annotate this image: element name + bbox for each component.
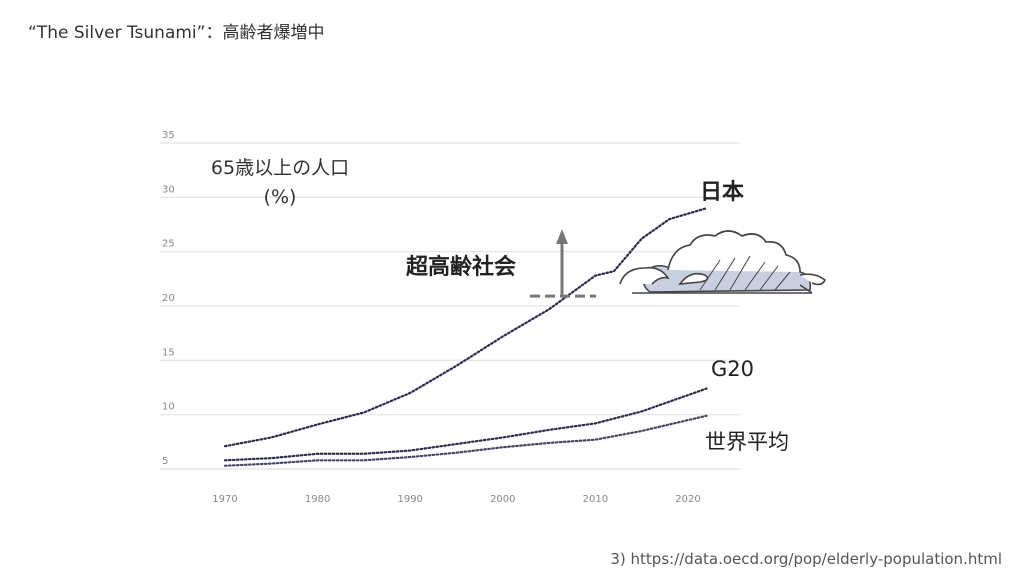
y-tick-label: 10 bbox=[162, 402, 175, 413]
series-line-2 bbox=[223, 414, 708, 467]
x-tick-label: 1990 bbox=[397, 494, 422, 505]
y-axis-unit: (%) bbox=[263, 186, 297, 208]
source-citation: 3) https://data.oecd.org/pop/elderly-pop… bbox=[610, 550, 1002, 568]
x-tick-label: 2010 bbox=[583, 494, 608, 505]
y-tick-label: 30 bbox=[162, 184, 175, 195]
y-axis-label: 65歳以上の人口 bbox=[210, 157, 350, 179]
x-tick-label: 2000 bbox=[490, 494, 515, 505]
series-label-world: 世界平均 bbox=[705, 430, 789, 454]
x-tick-label: 1970 bbox=[212, 494, 237, 505]
y-tick-label: 25 bbox=[162, 239, 175, 250]
slide-title: “The Silver Tsunami”：高齢者爆増中 bbox=[28, 23, 325, 43]
series-line-0 bbox=[223, 207, 708, 448]
x-tick-label: 1980 bbox=[305, 494, 330, 505]
y-tick-label: 15 bbox=[162, 347, 175, 358]
arrow-up-icon bbox=[556, 229, 568, 244]
series-line-1 bbox=[223, 387, 708, 462]
y-tick-label: 35 bbox=[162, 130, 175, 141]
y-tick-label: 5 bbox=[162, 456, 168, 467]
super-aged-society-annotation: 超高齢社会 bbox=[406, 255, 517, 280]
series-label-g20: G20 bbox=[711, 357, 754, 381]
y-tick-label: 20 bbox=[162, 293, 175, 304]
y-axis-title: 65歳以上の人口 (%) bbox=[190, 154, 370, 212]
x-tick-label: 2020 bbox=[675, 494, 700, 505]
series-label-japan: 日本 bbox=[700, 180, 745, 205]
